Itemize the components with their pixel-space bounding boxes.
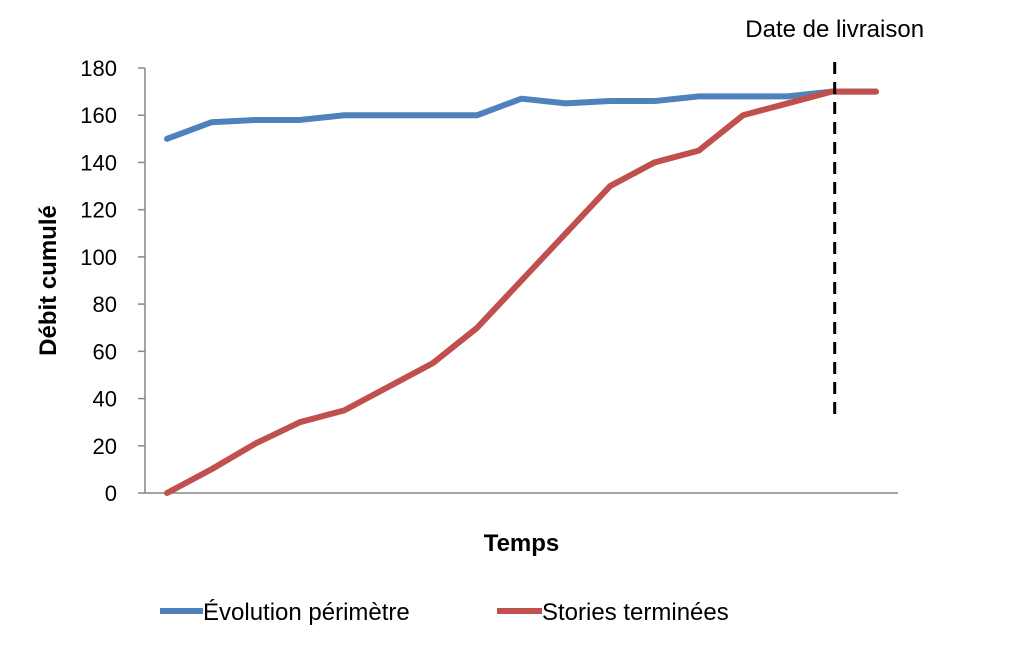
y-tick-label: 100 (80, 245, 117, 270)
series-line-evolution-perimetre (164, 88, 879, 142)
y-tick-label: 40 (93, 387, 117, 412)
legend-label-stories-terminees: Stories terminées (542, 599, 729, 626)
delivery-date-label: Date de livraison (745, 16, 924, 43)
y-tick-label: 160 (80, 103, 117, 128)
y-tick-label: 60 (93, 339, 117, 364)
y-axis-title: Débit cumulé (35, 205, 62, 356)
series-line-stories-terminees (164, 88, 879, 496)
y-axis-ticks: 0 20 40 60 80 100 120 140 160 180 (80, 56, 145, 506)
y-tick-label: 180 (80, 56, 117, 81)
legend-label-evolution-perimetre: Évolution périmètre (203, 599, 410, 626)
y-tick-label: 80 (93, 292, 117, 317)
y-tick-label: 20 (93, 434, 117, 459)
y-tick-label: 140 (80, 150, 117, 175)
y-tick-label: 0 (105, 481, 117, 506)
y-tick-label: 120 (80, 198, 117, 223)
legend: Évolution périmètre Stories terminées (160, 599, 729, 626)
series-group (164, 88, 879, 496)
annotation-group: Date de livraison (745, 16, 924, 420)
x-axis-title: Temps (484, 530, 560, 557)
